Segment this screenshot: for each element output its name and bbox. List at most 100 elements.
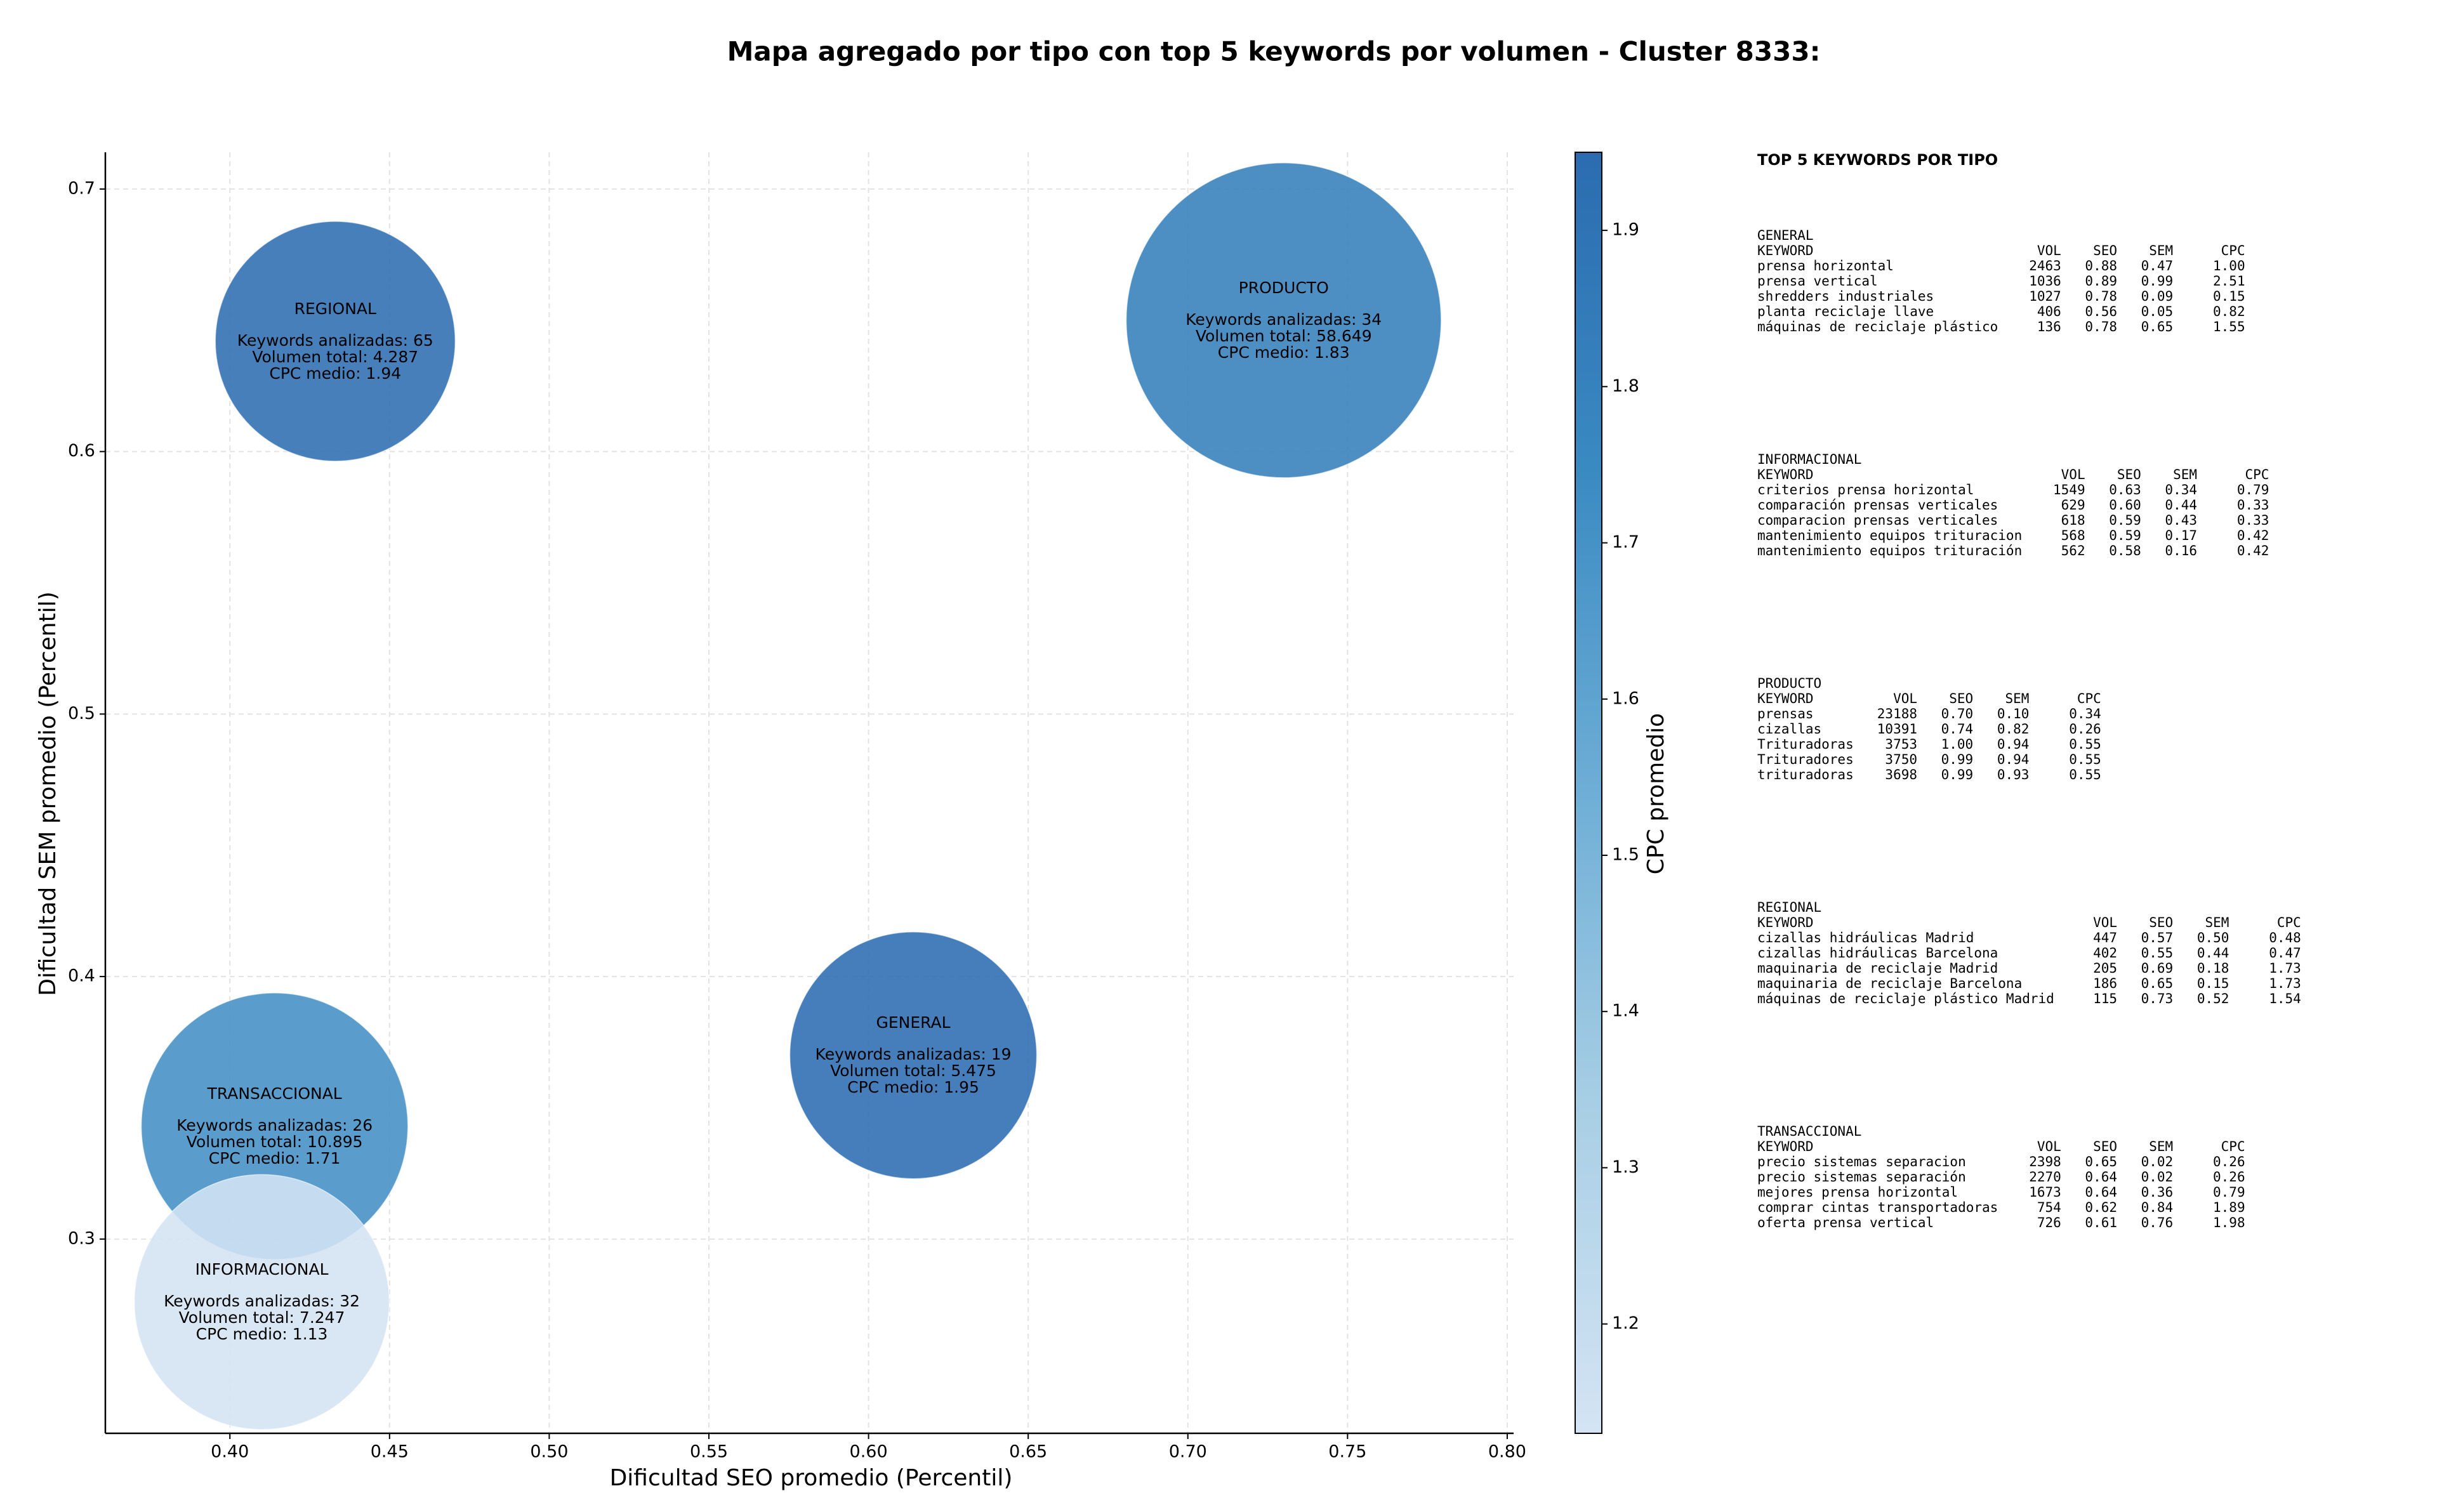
cell-value: 0.93 — [1997, 767, 2030, 782]
cell-value: 1549 — [2053, 482, 2085, 497]
column-header: SEO — [2117, 467, 2141, 482]
cell-keyword: prensa horizontal — [1757, 258, 1894, 273]
column-header: VOL — [2037, 243, 2061, 258]
bubble-detail: Volumen total: 58.649 — [1196, 327, 1372, 345]
bubble-detail: CPC medio: 1.71 — [209, 1149, 341, 1167]
colorbar-tick-label: 1.9 — [1612, 220, 1639, 240]
bubble-detail: Keywords analizadas: 32 — [164, 1292, 360, 1310]
x-tick-label: 0.50 — [530, 1442, 568, 1462]
cell-value: 1036 — [2029, 273, 2061, 289]
panel-title: TOP 5 KEYWORDS POR TIPO — [1757, 151, 1998, 169]
column-header: CPC — [2277, 915, 2301, 930]
bubble — [1125, 162, 1442, 478]
cell-value: 3753 — [1885, 737, 1917, 752]
cell-value: 568 — [2061, 528, 2085, 543]
cell-value: 0.43 — [2165, 513, 2197, 528]
cell-value: 0.50 — [2197, 930, 2229, 945]
cell-value: 0.26 — [2213, 1154, 2245, 1169]
cell-value: 0.63 — [2109, 482, 2141, 497]
cell-value: 1.54 — [2269, 991, 2301, 1006]
cell-value: 402 — [2093, 945, 2117, 961]
colorbar-tick-label: 1.5 — [1612, 845, 1639, 864]
cell-value: 0.15 — [2213, 289, 2245, 304]
cell-value: 0.56 — [2085, 304, 2117, 319]
cell-value: 2270 — [2029, 1169, 2061, 1185]
chart-title: Mapa agregado por tipo con top 5 keyword… — [727, 36, 1821, 67]
column-header: KEYWORD — [1757, 467, 1814, 482]
colorbar-tick-label: 1.3 — [1612, 1157, 1639, 1177]
column-header: CPC — [2245, 467, 2269, 482]
cell-keyword: criterios prensa horizontal — [1757, 482, 1974, 497]
column-header: VOL — [2037, 1139, 2061, 1154]
column-header: CPC — [2077, 691, 2101, 706]
cell-value: 0.34 — [2069, 706, 2101, 721]
y-tick-label: 0.7 — [68, 178, 95, 198]
x-tick-label: 0.70 — [1169, 1442, 1207, 1462]
cell-keyword: comparacion prensas verticales — [1757, 513, 1998, 528]
colorbar — [1575, 152, 1602, 1434]
cell-value: 0.02 — [2141, 1169, 2174, 1185]
cell-value: 0.52 — [2197, 991, 2229, 1006]
cell-value: 406 — [2037, 304, 2061, 319]
column-header: SEM — [2149, 1139, 2173, 1154]
section-name: PRODUCTO — [1757, 676, 1821, 691]
cell-value: 0.55 — [2141, 945, 2174, 961]
bubble-detail: Volumen total: 7.247 — [179, 1308, 345, 1327]
bubble-name: TRANSACCIONAL — [207, 1084, 342, 1103]
cell-value: 0.69 — [2141, 961, 2174, 976]
section-name: TRANSACCIONAL — [1757, 1124, 1861, 1139]
cell-value: 0.09 — [2141, 289, 2174, 304]
x-tick-label: 0.65 — [1009, 1442, 1047, 1462]
cell-keyword: cizallas — [1757, 721, 1821, 737]
bubble-detail: Keywords analizadas: 65 — [237, 331, 433, 350]
bubble-detail: CPC medio: 1.83 — [1218, 343, 1350, 362]
cell-value: 0.05 — [2141, 304, 2174, 319]
cell-keyword: cizallas hidráulicas Barcelona — [1757, 945, 1998, 961]
cell-keyword: Trituradoras — [1757, 737, 1854, 752]
cell-value: 0.74 — [1941, 721, 1974, 737]
column-header: KEYWORD — [1757, 691, 1814, 706]
cell-keyword: mantenimiento equipos trituracion — [1757, 528, 2022, 543]
cell-value: 0.99 — [1941, 752, 1974, 767]
column-header: CPC — [2221, 243, 2245, 258]
cell-value: 0.15 — [2197, 976, 2229, 991]
cell-keyword: mejores prensa horizontal — [1757, 1185, 1958, 1200]
cell-keyword: mantenimiento equipos trituración — [1757, 543, 2022, 558]
bubble-detail: Keywords analizadas: 19 — [816, 1045, 1012, 1063]
cell-keyword: comparación prensas verticales — [1757, 497, 1998, 513]
cell-value: 1.00 — [2213, 258, 2245, 273]
x-tick-label: 0.45 — [371, 1442, 409, 1462]
cell-value: 3750 — [1885, 752, 1917, 767]
column-header: SEO — [1949, 691, 1973, 706]
bubble-name: GENERAL — [876, 1013, 951, 1032]
cell-value: 754 — [2037, 1200, 2061, 1215]
column-header: SEO — [2149, 915, 2173, 930]
cell-value: 0.59 — [2109, 513, 2141, 528]
cell-value: 23188 — [1877, 706, 1917, 721]
cell-value: 1.00 — [1941, 737, 1974, 752]
cell-keyword: planta reciclaje llave — [1757, 304, 1934, 319]
cell-keyword: shredders industriales — [1757, 289, 1934, 304]
cell-value: 205 — [2093, 961, 2117, 976]
cell-keyword: Trituradores — [1757, 752, 1854, 767]
cell-value: 0.58 — [2109, 543, 2141, 558]
cell-value: 0.65 — [2141, 976, 2174, 991]
cell-value: 115 — [2093, 991, 2117, 1006]
bubble-detail: Volumen total: 4.287 — [252, 348, 418, 366]
cell-value: 2398 — [2029, 1154, 2061, 1169]
x-tick-label: 0.60 — [850, 1442, 888, 1462]
cell-value: 0.94 — [1997, 752, 2030, 767]
cell-value: 0.73 — [2141, 991, 2174, 1006]
cell-value: 136 — [2037, 319, 2061, 334]
bubble — [215, 221, 456, 462]
cell-value: 0.99 — [2141, 273, 2174, 289]
cell-value: 0.70 — [1941, 706, 1974, 721]
column-header: SEM — [2149, 243, 2173, 258]
column-header: VOL — [2061, 467, 2085, 482]
bubble-detail: CPC medio: 1.94 — [269, 364, 401, 383]
section-name: GENERAL — [1757, 228, 1814, 243]
x-tick-label: 0.55 — [690, 1442, 728, 1462]
bubble-detail: CPC medio: 1.13 — [196, 1325, 328, 1343]
cell-keyword: máquinas de reciclaje plástico Madrid — [1757, 991, 2054, 1006]
bubble-name: INFORMACIONAL — [195, 1260, 329, 1279]
